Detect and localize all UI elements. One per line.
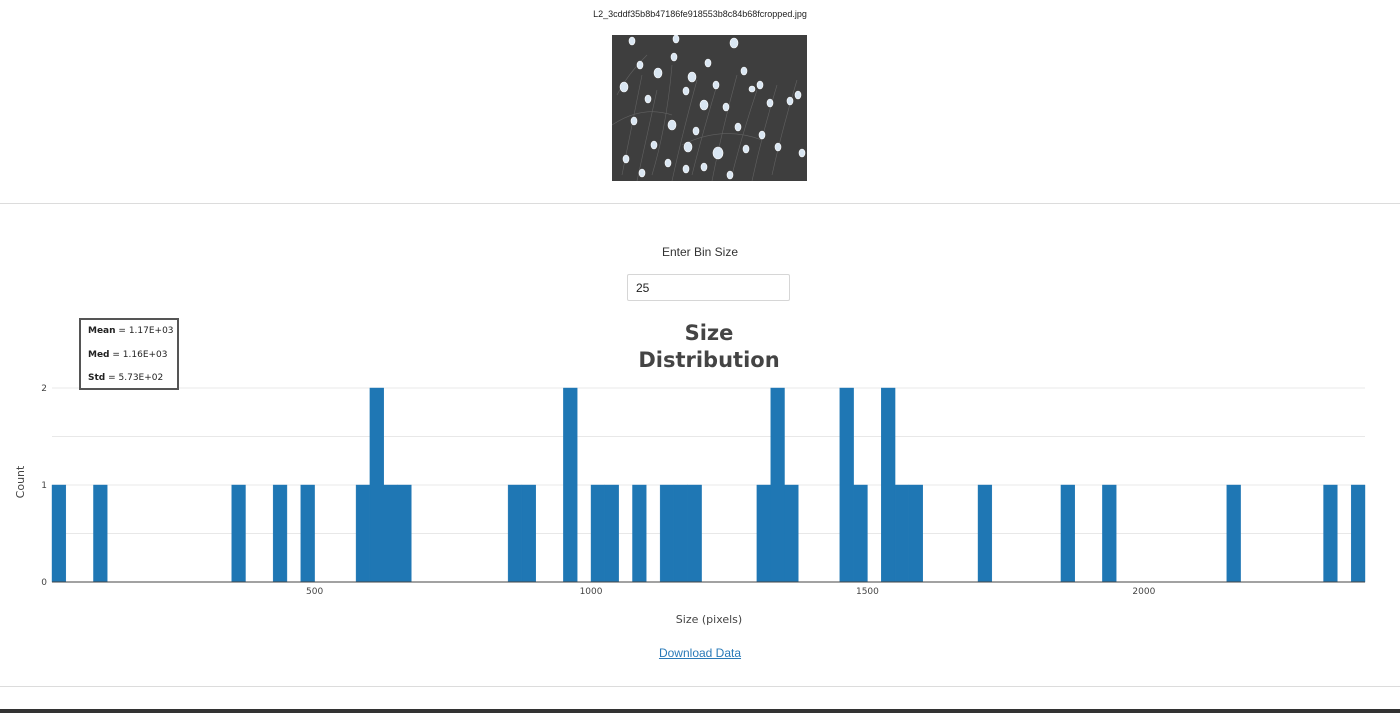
histogram-bar (563, 387, 578, 583)
histogram-bar (784, 484, 799, 583)
histogram-bar (659, 484, 675, 583)
histogram-bar (397, 484, 412, 583)
x-tick-label: 500 (306, 587, 323, 597)
x-tick-label: 1500 (856, 587, 879, 597)
download-data-link[interactable]: Download Data (658, 646, 742, 660)
size-distribution-chart: Size Distribution 500 1000 1500 2000 0 1 2 Si… (14, 321, 1366, 626)
y-axis-ticks: 0 1 2 (41, 384, 47, 588)
chart-title-line-2: Distribution (638, 348, 779, 372)
y-tick-label: 2 (41, 384, 47, 394)
histogram-bar (1323, 484, 1338, 583)
histogram-bar (1226, 484, 1241, 583)
bin-size-label: Enter Bin Size (661, 245, 739, 259)
histogram-bar (272, 484, 288, 583)
section-divider-bottom (0, 686, 1400, 687)
histogram-bar (300, 484, 315, 583)
histogram-bar (1102, 484, 1117, 583)
histogram-bar (93, 484, 108, 583)
histogram-bar (1060, 484, 1075, 583)
histogram-bar (770, 387, 785, 583)
histogram-bar (369, 387, 384, 583)
x-axis-label: Size (pixels) (676, 613, 742, 626)
x-tick-label: 1000 (580, 587, 603, 597)
histogram-bar (881, 387, 896, 583)
histogram-bar (590, 484, 606, 583)
statistics-box: Mean = 1.17E+03 Med = 1.16E+03 Std = 5.7… (79, 318, 179, 390)
x-tick-label: 2000 (1132, 587, 1155, 597)
histogram-bar (908, 484, 923, 583)
y-axis-label: Count (14, 465, 27, 498)
x-axis-ticks: 500 1000 1500 2000 (306, 587, 1156, 597)
histogram-bar (355, 484, 371, 583)
chart-bars (51, 387, 1366, 583)
histogram-bar (632, 484, 647, 583)
histogram-bar (231, 484, 246, 583)
chart-gridlines (52, 387, 1365, 583)
histogram-bar (756, 484, 771, 583)
histogram-bar (383, 484, 398, 583)
y-tick-label: 1 (41, 481, 47, 491)
histogram-bar (894, 484, 910, 583)
histogram-bar (839, 387, 854, 583)
stat-median: Med = 1.16E+03 (88, 350, 168, 360)
histogram-bar (673, 484, 688, 583)
histogram-bar (507, 484, 523, 583)
bottom-bar (0, 709, 1400, 713)
histogram-bar (521, 484, 536, 583)
image-filename: L2_3cddf35b8b47186fe918553b8c84b68fcropp… (593, 9, 807, 19)
histogram-bar (1350, 484, 1366, 583)
histogram-bar (604, 484, 619, 583)
cell-micrograph-image (612, 35, 807, 181)
histogram-bar (977, 484, 993, 583)
section-divider-top (0, 203, 1400, 204)
bin-size-input[interactable] (627, 274, 790, 301)
y-tick-label: 0 (41, 578, 47, 588)
histogram-bar (853, 484, 868, 583)
chart-title-line-1: Size (685, 321, 734, 345)
histogram-bar (51, 484, 67, 583)
histogram-bar (687, 484, 702, 583)
stat-std: Std = 5.73E+02 (88, 373, 164, 383)
stat-mean: Mean = 1.17E+03 (88, 326, 174, 336)
